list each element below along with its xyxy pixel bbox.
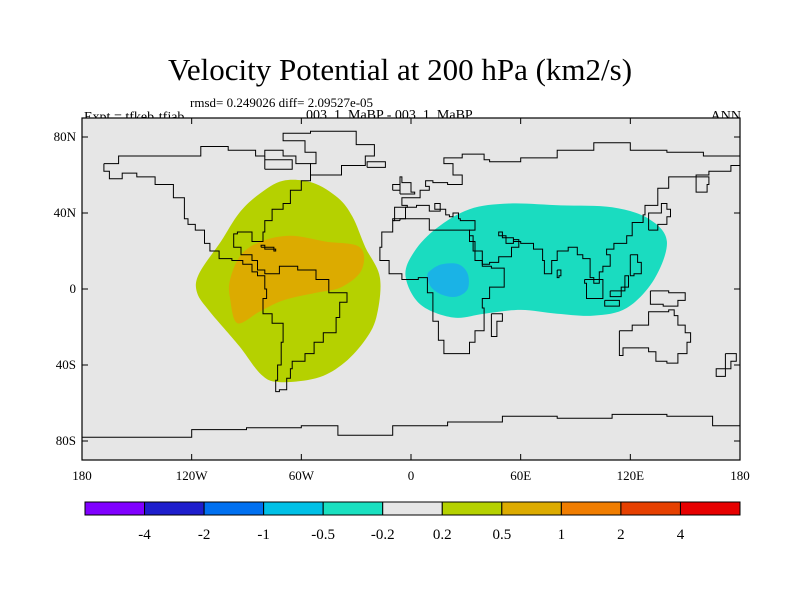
colorbar-swatch bbox=[322, 501, 384, 516]
coastline bbox=[282, 130, 375, 176]
colorbar-label: 4 bbox=[677, 527, 685, 543]
coastline bbox=[609, 275, 629, 298]
coastline bbox=[103, 146, 348, 393]
colorbar-label: -0.5 bbox=[311, 527, 335, 543]
coastline bbox=[379, 218, 505, 355]
contour-negative-0.5-1 bbox=[427, 263, 469, 297]
coastline bbox=[629, 254, 642, 277]
colorbar-swatch bbox=[203, 501, 265, 516]
colorbar-label: 0.5 bbox=[492, 527, 511, 543]
coastline bbox=[392, 142, 740, 222]
coastline bbox=[715, 353, 737, 377]
lon-tick-label: 0 bbox=[408, 468, 415, 483]
lat-tick-label: 80S bbox=[56, 433, 76, 448]
lat-tick-label: 80N bbox=[54, 129, 77, 144]
lon-tick-label: 180 bbox=[730, 468, 750, 483]
coastline bbox=[399, 176, 416, 195]
colorbar-swatch bbox=[620, 501, 681, 516]
coastline bbox=[490, 313, 503, 337]
colorbar-swatch bbox=[679, 501, 741, 516]
coastline bbox=[556, 269, 562, 279]
colorbar-label: 1 bbox=[558, 527, 566, 543]
coastline bbox=[392, 165, 740, 284]
lat-tick-label: 40S bbox=[56, 357, 76, 372]
lat-tick-label: 0 bbox=[70, 281, 77, 296]
colorbar-label: 0.2 bbox=[433, 527, 452, 543]
lon-tick-label: 180 bbox=[72, 468, 92, 483]
colorbar-swatch bbox=[441, 501, 503, 516]
lon-tick-label: 120W bbox=[176, 468, 209, 483]
coastline bbox=[648, 203, 671, 231]
colorbar-swatch bbox=[84, 501, 146, 516]
coastline bbox=[366, 161, 386, 168]
stats-text: rmsd= 0.249026 diff= 2.09527e-05 bbox=[190, 95, 374, 110]
lon-tick-label: 60E bbox=[510, 468, 531, 483]
colorbar-swatch bbox=[560, 501, 622, 516]
colorbar-swatch bbox=[144, 501, 205, 516]
colorbar-label: -1 bbox=[257, 527, 270, 543]
coastline bbox=[649, 290, 686, 307]
coastline bbox=[260, 244, 277, 252]
lat-tick-label: 40N bbox=[54, 205, 77, 220]
colorbar-swatch bbox=[263, 501, 324, 516]
coastline bbox=[584, 279, 604, 299]
colorbar-label: -0.2 bbox=[371, 527, 395, 543]
coastline bbox=[82, 413, 740, 438]
coastline bbox=[392, 184, 401, 191]
coastline bbox=[618, 309, 692, 364]
colorbar-label: 2 bbox=[617, 527, 625, 543]
lon-tick-label: 60W bbox=[289, 468, 315, 483]
coastline bbox=[604, 299, 620, 307]
colorbar-swatch bbox=[382, 501, 443, 516]
map-layers bbox=[82, 130, 740, 438]
colorbar-label: -2 bbox=[198, 527, 211, 543]
lon-tick-label: 120E bbox=[617, 468, 645, 483]
colorbar-label: -4 bbox=[138, 527, 151, 543]
plot-title: Velocity Potential at 200 hPa (km2/s) bbox=[167, 52, 633, 87]
coastline bbox=[264, 156, 293, 170]
colorbar-swatch bbox=[501, 501, 562, 516]
contour-negative-0.2-0.5 bbox=[405, 203, 667, 318]
